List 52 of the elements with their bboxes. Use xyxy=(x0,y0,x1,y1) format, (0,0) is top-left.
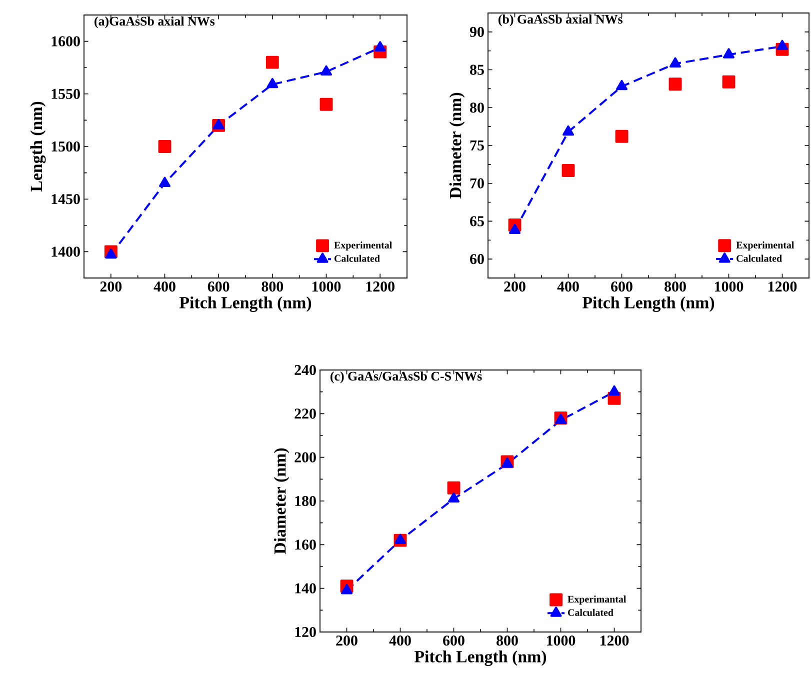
y-tick-label: 120 xyxy=(295,626,316,638)
y-tick-label: 140 xyxy=(295,583,316,594)
y-tick-label: 1550 xyxy=(52,88,80,99)
x-axis-title: Pitch Length (nm) xyxy=(414,650,546,666)
x-tick-label: 600 xyxy=(443,636,464,646)
y-tick-label: 1450 xyxy=(52,194,80,204)
legend-label: Experimental xyxy=(736,241,794,250)
x-tick-label: 1000 xyxy=(312,282,341,292)
x-tick-label: 200 xyxy=(336,636,358,646)
x-tick-label: 200 xyxy=(504,282,526,292)
legend-label: Calculated xyxy=(334,254,380,262)
y-axis-title: Diameter (nm) xyxy=(449,92,465,199)
y-tick-label: 75 xyxy=(470,140,484,150)
x-tick-label: 600 xyxy=(611,282,632,292)
x-tick-label: 400 xyxy=(154,282,176,292)
x-tick-label: 800 xyxy=(664,282,686,292)
legend-label: Calculated xyxy=(568,608,614,616)
chart-title: (a)GaAsSb axial NWs xyxy=(94,16,215,28)
y-axis-title: Length (nm) xyxy=(30,102,46,192)
y-tick-label: 60 xyxy=(470,254,484,264)
y-tick-label: 70 xyxy=(470,178,484,188)
x-axis-title: Pitch Length (nm) xyxy=(582,296,714,312)
legend-label: Experimental xyxy=(334,241,392,251)
legend-label: Experimantal xyxy=(568,596,626,605)
y-tick-label: 240 xyxy=(294,364,316,376)
y-tick-label: 65 xyxy=(470,216,484,226)
y-tick-label: 1400 xyxy=(52,246,80,257)
legend-label: Calculated xyxy=(736,254,782,262)
chart-title: (b) GaAsSb axial NWs xyxy=(498,14,622,26)
x-tick-label: 800 xyxy=(262,282,284,292)
x-tick-label: 400 xyxy=(389,636,411,646)
x-tick-label: 800 xyxy=(496,636,518,646)
chart-title: (c) GaAs/GaAsSb C-S NWs xyxy=(330,371,482,384)
y-tick-label: 200 xyxy=(294,452,316,462)
x-tick-label: 200 xyxy=(100,282,122,292)
x-axis-title: Pitch Length (nm) xyxy=(179,296,312,312)
y-tick-label: 1600 xyxy=(52,36,80,46)
y-axis-title: Diameter (nm) xyxy=(274,448,290,554)
y-tick-label: 85 xyxy=(470,64,484,75)
y-tick-label: 180 xyxy=(295,496,316,506)
x-tick-label: 1200 xyxy=(366,282,394,292)
y-tick-label: 220 xyxy=(294,408,316,419)
x-tick-label: 600 xyxy=(208,282,230,292)
y-tick-label: 90 xyxy=(470,26,484,37)
x-tick-label: 1000 xyxy=(547,636,576,646)
y-tick-label: 1500 xyxy=(52,141,80,152)
x-tick-label: 400 xyxy=(557,282,579,292)
x-tick-label: 1200 xyxy=(600,636,629,646)
y-tick-label: 160 xyxy=(295,540,316,550)
x-tick-label: 1200 xyxy=(768,282,797,292)
y-tick-label: 80 xyxy=(470,102,484,113)
x-tick-label: 1000 xyxy=(715,282,744,292)
